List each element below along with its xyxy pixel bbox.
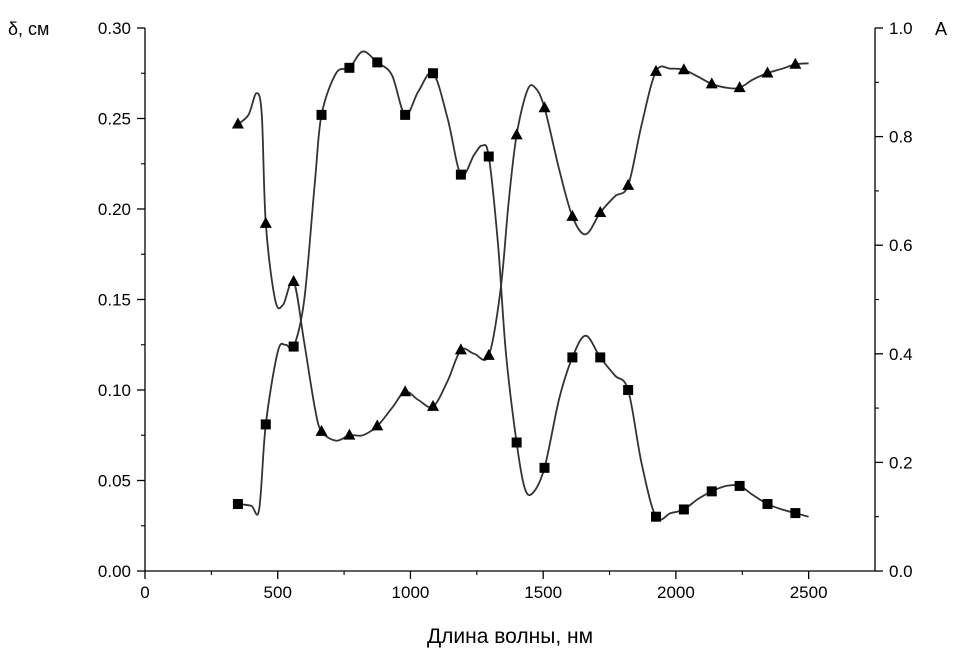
square-marker bbox=[483, 151, 494, 162]
square-marker bbox=[455, 169, 466, 180]
x-axis-title: Длина волны, нм bbox=[427, 625, 593, 648]
triangle-marker bbox=[343, 428, 356, 440]
triangle-marker bbox=[454, 343, 467, 355]
square-marker bbox=[539, 462, 550, 473]
y-right-tick-label: 0.4 bbox=[889, 345, 913, 364]
square-marker bbox=[790, 508, 801, 519]
triangle-marker bbox=[371, 419, 384, 431]
triangle-marker bbox=[315, 424, 328, 436]
triangle-marker bbox=[482, 348, 495, 360]
square-marker bbox=[734, 480, 745, 491]
series-markers bbox=[231, 57, 802, 522]
square-marker bbox=[288, 341, 299, 352]
triangle-marker bbox=[538, 101, 551, 113]
square-marker bbox=[623, 385, 634, 395]
triangle-marker bbox=[259, 216, 272, 228]
y-left-tick-label: 0.20 bbox=[98, 200, 131, 219]
square-marker bbox=[232, 499, 243, 510]
square-marker bbox=[762, 499, 773, 510]
triangle-marker bbox=[650, 64, 662, 76]
y-right-tick-label: 0.2 bbox=[889, 453, 913, 472]
square-marker bbox=[511, 437, 522, 448]
square-marker bbox=[595, 352, 606, 363]
square-marker bbox=[651, 511, 661, 522]
square-marker bbox=[316, 109, 327, 120]
triangle-marker bbox=[705, 77, 718, 89]
x-tick-label: 1500 bbox=[524, 583, 562, 602]
triangle-marker bbox=[566, 209, 579, 221]
triangle-marker bbox=[427, 399, 440, 411]
y-right-tick-label: 0.0 bbox=[889, 562, 913, 581]
triangle-marker bbox=[399, 385, 412, 397]
square-marker bbox=[678, 504, 689, 515]
series-triangle-line bbox=[237, 62, 809, 442]
x-tick-label: 1000 bbox=[392, 583, 430, 602]
triangle-marker bbox=[510, 128, 523, 140]
x-tick-label: 500 bbox=[264, 583, 292, 602]
x-tick-label: 2000 bbox=[657, 583, 695, 602]
y-right-tick-label: 0.6 bbox=[889, 236, 913, 255]
y-left-tick-label: 0.25 bbox=[98, 110, 131, 129]
square-marker bbox=[260, 419, 271, 430]
y-axis-left-title: δ, см bbox=[8, 19, 49, 39]
y-left-tick-label: 0.00 bbox=[98, 562, 131, 581]
square-marker bbox=[706, 486, 717, 497]
square-marker bbox=[428, 68, 439, 79]
x-tick-label: 0 bbox=[140, 583, 149, 602]
y-right-tick-label: 1.0 bbox=[889, 19, 913, 38]
triangle-marker bbox=[287, 274, 300, 286]
y-left-tick-label: 0.05 bbox=[98, 472, 131, 491]
square-marker bbox=[567, 352, 578, 363]
triangle-marker bbox=[733, 81, 746, 93]
triangle-marker bbox=[677, 63, 690, 75]
series-square-line bbox=[237, 50, 809, 521]
y-axis-right-title: A bbox=[935, 19, 947, 39]
y-left-tick-label: 0.30 bbox=[98, 19, 131, 38]
series-lines bbox=[237, 50, 809, 521]
square-marker bbox=[400, 109, 411, 120]
square-marker bbox=[372, 57, 383, 68]
triangle-marker bbox=[622, 178, 635, 190]
triangle-marker bbox=[761, 66, 774, 78]
triangle-marker bbox=[594, 206, 607, 218]
y-left-tick-label: 0.10 bbox=[98, 381, 131, 400]
axes: 0 500 1000 1500 2000 25000.000.050.100.150.20… bbox=[98, 19, 913, 602]
x-tick-label: 2500 bbox=[790, 583, 828, 602]
y-right-tick-label: 0.8 bbox=[889, 128, 913, 147]
y-left-tick-label: 0.15 bbox=[98, 291, 131, 310]
triangle-marker bbox=[789, 57, 802, 69]
triangle-marker bbox=[231, 117, 244, 129]
square-marker bbox=[344, 62, 355, 73]
